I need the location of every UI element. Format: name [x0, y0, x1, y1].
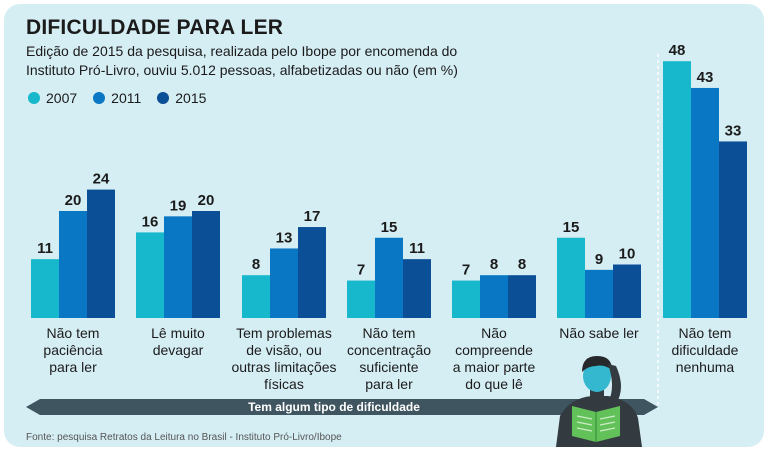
legend-dot-2011	[93, 92, 106, 104]
value-label-2011-cat-2: 19	[170, 197, 187, 214]
value-label-2007-cat-7: 48	[669, 42, 686, 59]
reader-illustration	[556, 356, 642, 447]
category-label-4-line-2: concentração	[347, 342, 431, 358]
value-label-2015-cat-6: 10	[619, 246, 636, 263]
legend-dot-2015	[157, 92, 170, 104]
value-label-2015-cat-5: 8	[518, 256, 526, 273]
value-label-2015-cat-1: 24	[93, 171, 110, 188]
bar-2007-cat-3	[242, 275, 270, 318]
bar-chart: Tem algum tipo de dificuldade 11 20 24 16 19…	[26, 42, 747, 447]
bar-2015-cat-2	[192, 211, 220, 318]
chart-subtitle: Edição de 2015 da pesquisa, realizada pe…	[26, 43, 458, 78]
category-label-7-line-3: nenhuma	[676, 359, 735, 375]
bar-2011-cat-2	[164, 216, 192, 318]
category-label-3-line-2: de visão, ou	[246, 342, 322, 358]
legend-label-2007: 2007	[46, 90, 78, 106]
chart-title: DIFICULDADE PARA LER	[26, 16, 284, 39]
bar-2007-cat-5	[452, 280, 480, 318]
value-label-2011-cat-3: 13	[276, 229, 293, 246]
category-label-3-line-1: Tem problemas	[236, 325, 332, 341]
bar-2011-cat-3	[270, 248, 298, 318]
value-label-2011-cat-4: 15	[381, 219, 398, 236]
difficulty-band: Tem algum tipo de dificuldade	[26, 399, 658, 415]
category-label-4-line-1: Não tem	[363, 325, 416, 341]
category-label-1-line-2: paciência	[43, 342, 102, 358]
value-label-2015-cat-4: 11	[409, 240, 425, 257]
value-label-2007-cat-1: 11	[37, 240, 53, 257]
bar-2015-cat-5	[508, 275, 536, 318]
category-label-7-line-2: dificuldade	[672, 342, 739, 358]
value-label-2015-cat-3: 17	[304, 208, 321, 225]
bar-2011-cat-6	[585, 269, 613, 318]
bar-2015-cat-7	[719, 141, 747, 318]
bar-2011-cat-1	[59, 211, 87, 318]
category-label-4-line-4: para ler	[365, 376, 413, 392]
legend-dot-2007	[28, 92, 40, 104]
source-note: Fonte: pesquisa Retratos da Leitura no B…	[26, 432, 342, 443]
category-label-2-line-1: Lê muito	[151, 325, 205, 341]
value-label-2011-cat-6: 9	[595, 251, 603, 268]
legend-label-2015: 2015	[175, 90, 207, 106]
chart-card: DIFICULDADE PARA LER Edição de 2015 da p…	[4, 4, 764, 447]
category-label-5-line-3: a maior parte	[453, 359, 536, 375]
legend-item-2007: 2007	[28, 90, 77, 106]
legend-item-2011: 2011	[93, 90, 141, 106]
category-label-5-line-2: compreende	[455, 342, 533, 358]
legend: 2007 2011 2015	[28, 90, 206, 106]
value-label-2007-cat-2: 16	[142, 213, 159, 230]
legend-item-2015: 2015	[157, 90, 206, 106]
category-label-5-line-4: do que lê	[465, 376, 523, 392]
reader-arm	[608, 364, 621, 404]
bar-2011-cat-4	[375, 237, 403, 318]
category-label-1-line-1: Não tem	[47, 325, 100, 341]
category-label-6-line-1: Não sabe ler	[559, 325, 639, 341]
band-arrow	[26, 399, 658, 415]
bar-2007-cat-2	[136, 232, 164, 318]
reader-hair	[582, 356, 612, 372]
category-label-1-line-3: para ler	[49, 359, 97, 375]
category-label-5-line-1: Não	[481, 325, 507, 341]
bar-2007-cat-1	[31, 259, 59, 318]
bar-2015-cat-6	[613, 264, 641, 318]
value-label-2011-cat-1: 20	[65, 192, 82, 209]
category-label-3-line-3: outras limitações	[231, 359, 336, 375]
band-label: Tem algum tipo de dificuldade	[248, 400, 420, 414]
value-label-2015-cat-7: 33	[725, 122, 742, 139]
value-label-2007-cat-3: 8	[252, 256, 260, 273]
value-label-2011-cat-5: 8	[490, 256, 498, 273]
bar-2011-cat-7	[691, 87, 719, 318]
category-label-4-line-3: suficiente	[359, 359, 418, 375]
bar-2011-cat-5	[480, 275, 508, 318]
category-label-7-line-1: Não tem	[679, 325, 732, 341]
bar-2007-cat-4	[347, 280, 375, 318]
bars-group: 11 20 24 16 19 20 8 13 17 7 15 11 7 8 8 15 9 10 48 43 33	[31, 42, 747, 318]
value-label-2011-cat-7: 43	[697, 69, 714, 86]
reader-head	[583, 360, 611, 392]
legend-label-2011: 2011	[111, 90, 142, 106]
bar-2007-cat-6	[557, 237, 585, 318]
bar-2015-cat-3	[298, 227, 326, 318]
value-label-2007-cat-5: 7	[462, 262, 470, 279]
value-label-2015-cat-2: 20	[198, 192, 215, 209]
bar-2015-cat-1	[87, 189, 115, 318]
value-label-2007-cat-6: 15	[563, 219, 580, 236]
category-label-2-line-2: devagar	[153, 342, 204, 358]
bar-2007-cat-7	[663, 61, 691, 318]
value-label-2007-cat-4: 7	[357, 262, 365, 279]
category-label-3-line-4: físicas	[264, 376, 304, 392]
bar-2015-cat-4	[403, 259, 431, 318]
reader-book-text-lines	[576, 415, 616, 432]
